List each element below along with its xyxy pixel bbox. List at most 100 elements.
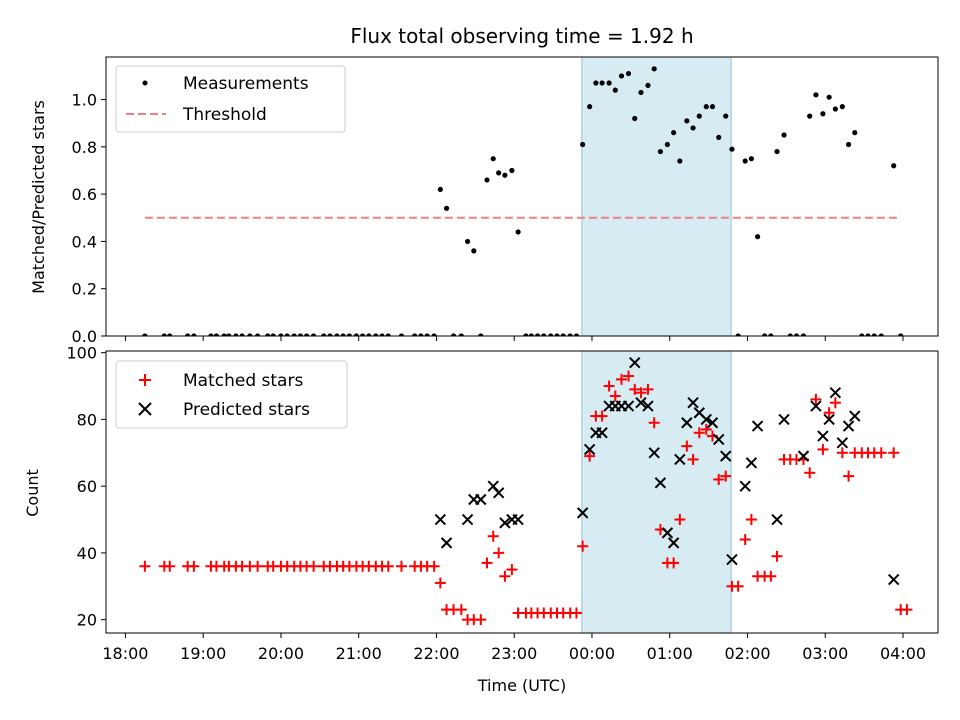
- measurement-point: [270, 333, 276, 336]
- measurement-point: [213, 333, 220, 336]
- measurement-point: [418, 333, 424, 336]
- measurement-point: [852, 130, 858, 136]
- matched-star-point: [428, 560, 440, 572]
- legend-measurements-label: Measurements: [183, 74, 309, 94]
- measurement-point: [297, 333, 303, 336]
- top-y-tick-label: 0.8: [72, 138, 97, 157]
- measurement-point: [458, 333, 464, 336]
- matched-star-point: [836, 447, 848, 459]
- measurement-point: [859, 333, 865, 336]
- top-plot-frame: [105, 56, 939, 337]
- matched-star-point: [609, 390, 621, 402]
- matched-star-point: [693, 427, 705, 439]
- matched-star-point: [829, 397, 841, 409]
- predicted-star-point: [713, 433, 725, 446]
- measurement-point: [787, 333, 793, 336]
- measurement-point: [247, 333, 253, 336]
- legend-matched-label: Matched stars: [183, 371, 303, 391]
- measurement-point: [437, 186, 443, 193]
- predicted-star-point: [849, 410, 861, 422]
- bottom-legend: Matched stars Predicted stars: [115, 360, 348, 429]
- measurement-point: [820, 111, 826, 117]
- measurement-point: [580, 141, 586, 148]
- matched-star-point: [577, 540, 589, 552]
- matched-star-point: [252, 560, 264, 572]
- top-legend-box: [115, 65, 346, 133]
- predicted-star-point: [700, 413, 712, 426]
- measurement-point: [671, 130, 677, 136]
- predicted-star-point: [629, 356, 641, 369]
- matched-star-point: [139, 560, 151, 572]
- bottom-x-axis-label: Time (UTC): [477, 676, 566, 695]
- predicted-star-point: [434, 513, 447, 526]
- predicted-star-point: [771, 513, 783, 526]
- measurement-point: [496, 170, 502, 176]
- matched-star-point: [765, 570, 777, 582]
- measurement-point: [677, 158, 683, 164]
- measurement-point: [567, 333, 573, 336]
- measurement-point: [304, 333, 310, 336]
- measurement-point: [502, 172, 508, 178]
- bottom-y-axis-label: Count: [23, 469, 42, 517]
- top-y-tick-label: 0.4: [72, 232, 97, 251]
- matched-star-point: [616, 373, 628, 385]
- top-y-tick-label: 1.0: [72, 91, 97, 110]
- measurement-point: [443, 205, 450, 211]
- predicted-star-point: [726, 553, 738, 566]
- chart-title: Flux total observing time = 1.92 h: [350, 24, 693, 48]
- matched-star-point: [804, 467, 816, 479]
- measurement-point: [768, 333, 774, 336]
- predicted-star-point: [817, 430, 829, 442]
- predicted-star-point: [842, 420, 855, 432]
- measurement-point: [632, 115, 638, 122]
- predicted-star-point: [681, 417, 693, 429]
- measurement-point: [612, 87, 618, 93]
- x-tick-label: 02:00: [724, 644, 770, 663]
- measurement-point: [839, 104, 845, 110]
- measurement-point: [515, 229, 521, 235]
- measurement-point: [573, 333, 580, 336]
- measurement-point: [233, 333, 239, 336]
- predicted-star-point: [583, 443, 596, 456]
- legend-threshold-label: Threshold: [182, 105, 267, 125]
- predicted-star-point: [745, 457, 758, 469]
- measurement-point: [167, 333, 173, 336]
- matched-star-point: [164, 560, 176, 572]
- measurement-point: [311, 333, 317, 336]
- matched-star-point: [188, 560, 200, 572]
- matched-star-point: [434, 577, 446, 589]
- measurement-point: [793, 333, 800, 336]
- measurement-point: [664, 141, 671, 148]
- predicted-star-point: [887, 573, 900, 586]
- predicted-star-point: [499, 517, 511, 529]
- predicted-star-point: [829, 387, 842, 399]
- measurement-point: [891, 163, 897, 169]
- measurement-point: [755, 234, 761, 240]
- matched-star-point: [584, 450, 596, 462]
- measurement-point: [379, 333, 385, 336]
- measurement-point: [359, 333, 366, 336]
- matched-star-point: [713, 473, 725, 485]
- measurement-point: [657, 148, 664, 155]
- measurement-point: [845, 141, 852, 148]
- measurement-point: [684, 118, 690, 124]
- predicted-star-point: [475, 493, 487, 506]
- matched-star-point: [674, 514, 686, 526]
- top-axes: 0.0 0.2 0.4 0.6 0.8 1.0 Matched/Predicted sta…: [29, 56, 939, 346]
- bottom-y-tick-label: 100: [66, 344, 97, 363]
- predicted-star-point: [654, 477, 667, 489]
- measurement-point: [431, 333, 437, 336]
- top-y-tick-label: 0.0: [72, 327, 97, 346]
- measurement-point: [618, 73, 625, 79]
- bottom-y-tick-label: 60: [77, 477, 97, 496]
- measurement-point: [813, 92, 819, 98]
- measurement-point: [509, 167, 515, 174]
- measurement-point: [534, 333, 541, 336]
- measurement-point: [278, 333, 284, 336]
- matched-star-point: [700, 423, 712, 435]
- matched-star-point: [629, 383, 641, 395]
- predicted-star-point: [674, 453, 686, 466]
- predicted-star-point: [596, 427, 608, 439]
- predicted-star-point: [739, 480, 751, 492]
